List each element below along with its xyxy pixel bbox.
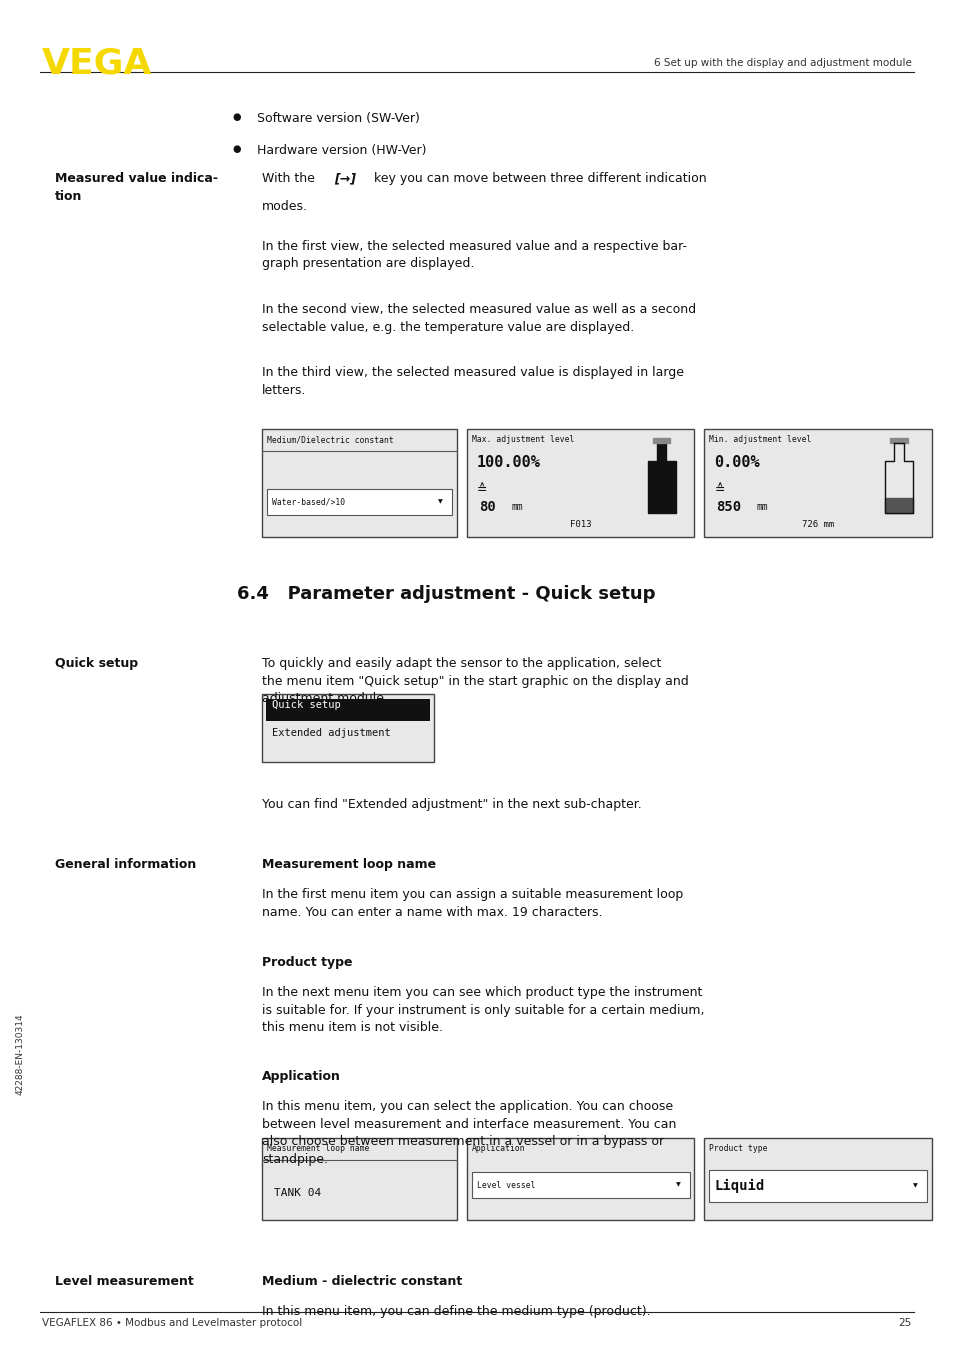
Text: 6 Set up with the display and adjustment module: 6 Set up with the display and adjustment… xyxy=(654,58,911,68)
Polygon shape xyxy=(647,443,675,513)
Text: In the second view, the selected measured value as well as a second
selectable v: In the second view, the selected measure… xyxy=(262,303,696,333)
Text: In the third view, the selected measured value is displayed in large
letters.: In the third view, the selected measured… xyxy=(262,366,683,397)
Text: 42288-EN-130314: 42288-EN-130314 xyxy=(15,1013,25,1095)
Text: ●: ● xyxy=(232,112,240,122)
Text: VEGAFLEX 86 • Modbus and Levelmaster protocol: VEGAFLEX 86 • Modbus and Levelmaster pro… xyxy=(42,1317,302,1328)
Text: Medium - dielectric constant: Medium - dielectric constant xyxy=(262,1275,462,1288)
Text: 100.00%: 100.00% xyxy=(476,455,540,470)
Text: TANK 04: TANK 04 xyxy=(274,1187,321,1198)
Text: Liquid: Liquid xyxy=(714,1179,764,1193)
Text: Quick setup: Quick setup xyxy=(272,700,340,709)
Text: Medium/Dielectric constant: Medium/Dielectric constant xyxy=(267,435,394,444)
Text: 726 mm: 726 mm xyxy=(801,520,834,529)
Text: 25: 25 xyxy=(898,1317,911,1328)
Polygon shape xyxy=(889,437,907,443)
FancyBboxPatch shape xyxy=(703,1137,931,1220)
Text: Software version (SW-Ver): Software version (SW-Ver) xyxy=(256,112,419,125)
Text: In the next menu item you can see which product type the instrument
is suitable : In the next menu item you can see which … xyxy=(262,986,703,1034)
Text: Water-based/>10: Water-based/>10 xyxy=(272,497,345,506)
Text: VEGA: VEGA xyxy=(42,46,152,80)
Text: In the first menu item you can assign a suitable measurement loop
name. You can : In the first menu item you can assign a … xyxy=(262,888,682,918)
Text: Product type: Product type xyxy=(262,956,352,969)
Text: In this menu item, you can select the application. You can choose
between level : In this menu item, you can select the ap… xyxy=(262,1099,676,1166)
FancyBboxPatch shape xyxy=(267,489,452,515)
Text: Hardware version (HW-Ver): Hardware version (HW-Ver) xyxy=(256,144,426,157)
Text: Level measurement: Level measurement xyxy=(55,1275,193,1288)
Text: In the first view, the selected measured value and a respective bar-
graph prese: In the first view, the selected measured… xyxy=(262,240,686,271)
Text: Level vessel: Level vessel xyxy=(476,1181,535,1190)
Text: key you can move between three different indication: key you can move between three different… xyxy=(370,172,706,185)
Text: modes.: modes. xyxy=(262,200,308,214)
FancyBboxPatch shape xyxy=(709,1170,926,1202)
Polygon shape xyxy=(884,443,912,513)
Text: ▼: ▼ xyxy=(437,500,442,505)
Text: Min. adjustment level: Min. adjustment level xyxy=(709,435,811,444)
Text: Measurement loop name: Measurement loop name xyxy=(267,1144,369,1154)
Text: Application: Application xyxy=(262,1070,340,1083)
Text: ●: ● xyxy=(232,144,240,154)
FancyBboxPatch shape xyxy=(472,1173,689,1198)
Text: Quick setup: Quick setup xyxy=(55,657,138,670)
Text: Measured value indica-
tion: Measured value indica- tion xyxy=(55,172,218,203)
FancyBboxPatch shape xyxy=(467,1137,694,1220)
Text: [→]: [→] xyxy=(334,172,355,185)
FancyBboxPatch shape xyxy=(262,1137,456,1220)
Text: You can find "Extended adjustment" in the next sub-chapter.: You can find "Extended adjustment" in th… xyxy=(262,798,641,811)
Text: mm: mm xyxy=(511,502,522,512)
FancyBboxPatch shape xyxy=(262,429,456,538)
Text: Extended adjustment: Extended adjustment xyxy=(272,728,391,738)
Text: ▼: ▼ xyxy=(675,1182,679,1187)
Text: Product type: Product type xyxy=(709,1144,767,1154)
Text: 80: 80 xyxy=(478,500,496,515)
Text: Measurement loop name: Measurement loop name xyxy=(262,858,436,871)
Text: With the: With the xyxy=(262,172,318,185)
Text: Application: Application xyxy=(472,1144,525,1154)
Polygon shape xyxy=(884,498,912,513)
Text: General information: General information xyxy=(55,858,196,871)
FancyBboxPatch shape xyxy=(262,695,434,762)
Text: 6.4   Parameter adjustment - Quick setup: 6.4 Parameter adjustment - Quick setup xyxy=(236,585,655,603)
Text: In this menu item, you can define the medium type (product).: In this menu item, you can define the me… xyxy=(262,1305,650,1317)
FancyBboxPatch shape xyxy=(266,699,430,720)
Text: ≙: ≙ xyxy=(714,483,724,496)
Text: Max. adjustment level: Max. adjustment level xyxy=(472,435,574,444)
Text: mm: mm xyxy=(756,502,767,512)
Text: To quickly and easily adapt the sensor to the application, select
the menu item : To quickly and easily adapt the sensor t… xyxy=(262,657,688,705)
Text: ▼: ▼ xyxy=(912,1183,917,1189)
Text: ≙: ≙ xyxy=(476,483,487,496)
FancyBboxPatch shape xyxy=(467,429,694,538)
Polygon shape xyxy=(652,437,670,443)
Text: 0.00%: 0.00% xyxy=(714,455,760,470)
FancyBboxPatch shape xyxy=(703,429,931,538)
Text: 850: 850 xyxy=(716,500,740,515)
Text: F013: F013 xyxy=(569,520,591,529)
